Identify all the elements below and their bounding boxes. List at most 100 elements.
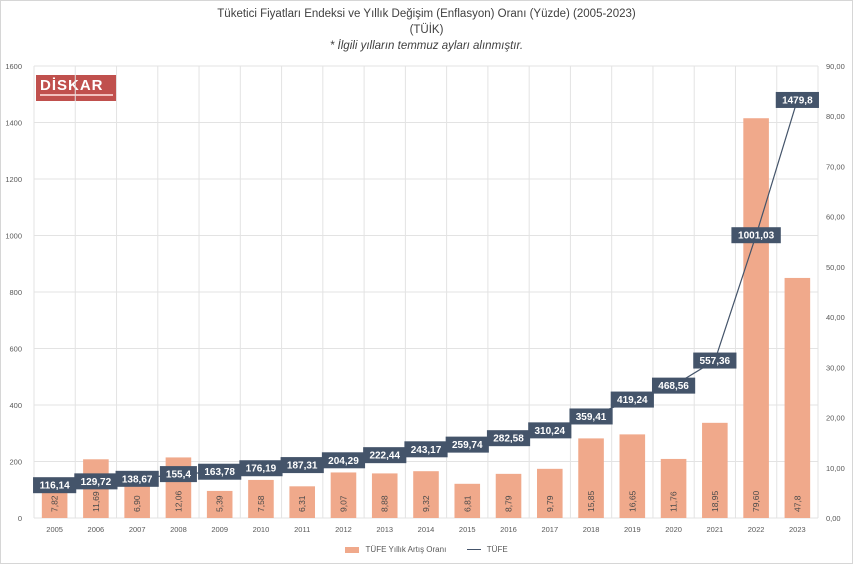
logo-underline: [40, 94, 113, 96]
line-label-box: [115, 470, 159, 487]
x-axis-ticks: 2005 2006 2007 2008 2009 2010 2011 2012 2013 2014…: [46, 525, 805, 534]
x-axis-tick: 2008: [170, 525, 187, 534]
bar-series: [41, 118, 811, 518]
bar: [330, 472, 357, 518]
right-axis-ticks: 0,00 10,00 20,00 30,00 40,00 50,00 60,00 70,00 8…: [826, 62, 845, 523]
line-label-box: [280, 457, 324, 474]
bar-value-label: 79,60: [751, 490, 761, 512]
bar-value-label: 11,76: [669, 491, 679, 512]
bar-value-label: 7,58: [256, 495, 266, 512]
bar: [124, 483, 150, 518]
x-axis-tick: 2018: [583, 525, 600, 534]
bar: [413, 471, 439, 518]
left-axis-tick: 1200: [5, 175, 22, 184]
line-label-box: [445, 436, 489, 453]
line-value-label: 282,58: [493, 434, 524, 445]
left-axis-tick: 800: [9, 288, 22, 297]
bar-value-label: 47,8: [792, 495, 802, 512]
line-label-box: [74, 473, 118, 490]
legend: TÜFE Yıllık Artış Oranı TÜFE: [0, 545, 853, 554]
line-value-label: 176,19: [246, 464, 277, 475]
left-axis-tick: 400: [9, 401, 22, 410]
line-value-label: 129,72: [81, 477, 112, 488]
x-axis-tick: 2006: [88, 525, 105, 534]
legend-bar-label: TÜFE Yıllık Artış Oranı: [365, 545, 447, 555]
left-axis-tick: 600: [9, 345, 22, 354]
x-axis-tick: 2014: [418, 525, 435, 534]
x-axis-tick: 2019: [624, 525, 641, 534]
bar: [743, 118, 769, 518]
bar: [371, 473, 398, 518]
line-value-label: 259,74: [452, 440, 483, 451]
x-axis-tick: 2023: [789, 525, 806, 534]
line-label-box: [363, 447, 407, 464]
left-axis-ticks: 0 200 400 600 800 1000 1200 1400 1600: [5, 62, 22, 523]
bar-value-label: 9,79: [545, 495, 555, 512]
x-axis-tick: 2011: [294, 525, 310, 534]
line-label-box: [775, 91, 819, 108]
left-axis-tick: 1600: [5, 62, 22, 71]
x-axis-tick: 2007: [129, 525, 146, 534]
line-value-label: 222,44: [369, 451, 400, 462]
legend-bar-swatch: [345, 546, 360, 553]
line-value-label: 163,78: [204, 467, 235, 478]
legend-line-swatch: [466, 549, 481, 551]
bar-value-label: 8,79: [504, 495, 514, 512]
x-axis-tick: 2009: [211, 525, 228, 534]
x-axis-tick: 2017: [541, 525, 558, 534]
x-axis-tick: 2012: [335, 525, 352, 534]
bar-value-label: 8,88: [380, 495, 390, 512]
diskar-logo: DİSKAR: [36, 75, 117, 101]
x-axis-tick: 2013: [376, 525, 393, 534]
left-axis-tick: 200: [9, 458, 22, 467]
line-value-label: 155,4: [166, 470, 191, 481]
x-axis-tick: 2005: [46, 525, 63, 534]
line-label-box: [198, 463, 242, 480]
line-label-box: [239, 460, 283, 477]
bar-value-label: 12,06: [173, 490, 183, 512]
line-labels: 116,14 129,72 138,67 155,4 163,78 176,19 187,3…: [33, 91, 819, 494]
line-value-label: 359,41: [576, 412, 607, 423]
chart-note: * İlgili yılların temmuz ayları alınmışt…: [329, 40, 524, 52]
bar-value-label: 18,95: [710, 490, 720, 512]
bar-value-label: 6,81: [462, 495, 472, 512]
tufe-line: [54, 99, 798, 486]
line-value-label: 138,67: [122, 474, 153, 485]
bar-value-label: 11,69: [91, 491, 101, 512]
line-label-box: [610, 391, 654, 408]
line-value-label: 243,17: [411, 445, 442, 456]
right-axis-tick: 50,00: [826, 263, 845, 272]
line-value-label: 468,56: [658, 381, 689, 392]
right-axis-tick: 10,00: [826, 464, 845, 473]
bar-value-label: 9,32: [421, 495, 431, 512]
bar: [289, 486, 316, 518]
right-axis-tick: 60,00: [826, 213, 845, 222]
line-value-label: 187,31: [287, 461, 318, 472]
x-axis-tick: 2021: [706, 525, 723, 534]
bar: [784, 277, 811, 518]
chart-title: Tüketici Fiyatları Endeksi ve Yıllık Değ…: [217, 8, 636, 20]
bar: [536, 468, 563, 518]
line-value-label: 1001,03: [738, 231, 775, 242]
line-label-box: [528, 422, 572, 439]
bar-labels: 7,82 11,69 6,90 12,06 5,39 7,58 6,31 9,07 8,88 9,…: [50, 490, 803, 512]
bar: [702, 422, 728, 518]
x-axis-tick: 2015: [459, 525, 476, 534]
line-label-box: [693, 352, 737, 369]
line-label-box: [404, 441, 448, 458]
line-value-label: 557,36: [700, 356, 731, 367]
bar: [660, 458, 687, 518]
line-value-label: 1479,8: [782, 95, 813, 106]
legend-line-label: TÜFE: [486, 545, 508, 555]
line-label-box: [651, 377, 696, 394]
bar: [248, 479, 274, 518]
bar: [495, 473, 522, 518]
right-axis-tick: 20,00: [826, 414, 845, 423]
left-axis-tick: 1000: [5, 232, 22, 241]
logo-text: DİSKAR: [40, 77, 104, 94]
right-axis-tick: 40,00: [826, 313, 845, 322]
bar: [619, 434, 646, 518]
line-value-label: 310,24: [534, 426, 565, 437]
x-axis-tick: 2010: [253, 525, 270, 534]
